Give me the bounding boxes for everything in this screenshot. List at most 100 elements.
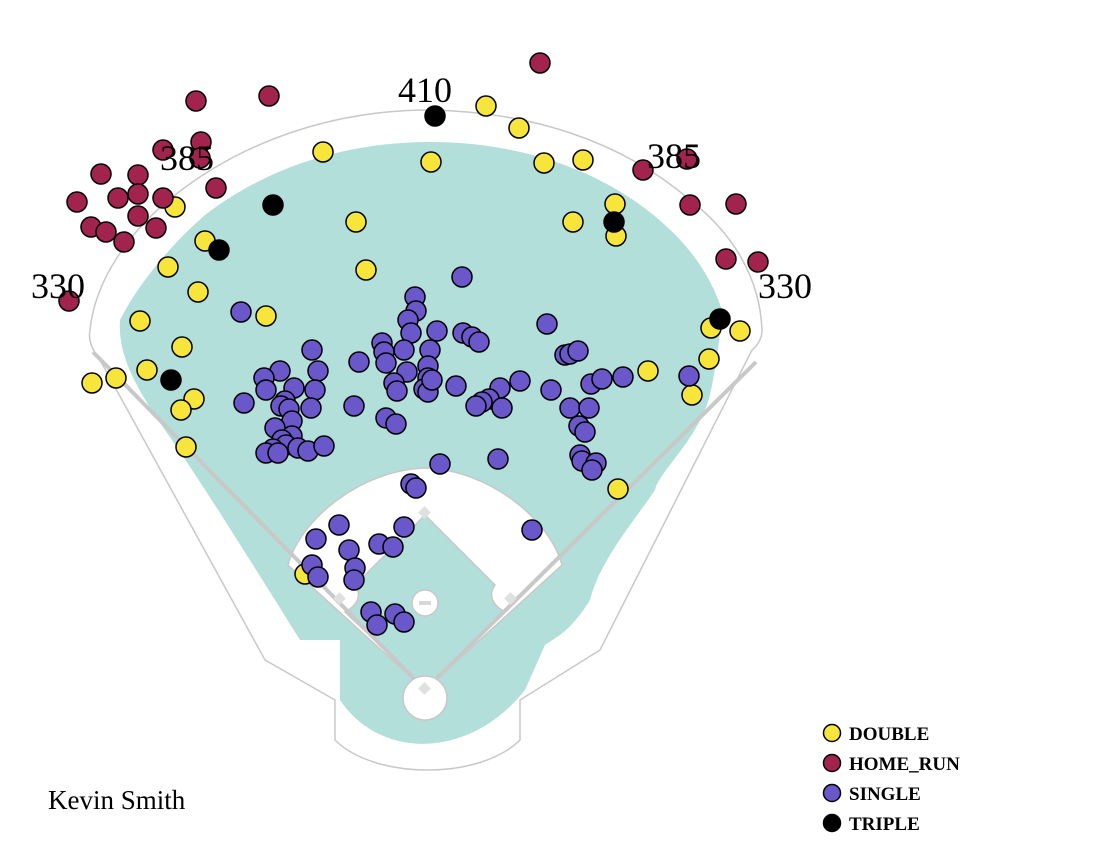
hit-point-single <box>301 339 323 361</box>
hit-point-home-run <box>189 147 211 169</box>
hit-point-home-run <box>185 90 207 112</box>
hit-point-single <box>386 380 408 402</box>
hit-point-single <box>300 397 322 419</box>
hit-point-double <box>170 399 192 421</box>
hit-point-double <box>681 384 703 406</box>
hit-point-triple <box>208 239 230 261</box>
legend-marker-triple <box>822 813 842 833</box>
hit-point-single <box>304 379 326 401</box>
hit-point-single <box>591 368 613 390</box>
hit-point-double <box>187 281 209 303</box>
hit-point-single <box>426 320 448 342</box>
hit-point-single <box>307 360 329 382</box>
hit-point-double <box>345 211 367 233</box>
player-name: Kevin Smith <box>48 785 186 815</box>
hit-point-single <box>338 539 360 561</box>
hit-point-double <box>533 152 555 174</box>
legend: DOUBLE HOME_RUN SINGLE TRIPLE <box>822 723 960 835</box>
hit-point-single <box>233 392 255 414</box>
hit-point-double <box>420 151 442 173</box>
hit-point-home-run <box>66 191 88 213</box>
legend-marker-double <box>822 723 842 743</box>
hit-point-home-run <box>113 231 135 253</box>
foul-line-left <box>91 350 427 692</box>
hit-point-double <box>475 95 497 117</box>
hit-point-home-run <box>632 159 654 181</box>
hit-point-home-run <box>205 177 227 199</box>
hit-point-single <box>429 453 451 475</box>
hit-point-single <box>465 395 487 417</box>
hit-point-single <box>348 351 370 373</box>
hit-point-home-run <box>679 194 701 216</box>
hit-point-home-run <box>676 148 698 170</box>
hit-point-single <box>509 370 531 392</box>
hit-point-home-run <box>90 163 112 185</box>
hit-point-single <box>536 313 558 335</box>
hit-point-single <box>540 379 562 401</box>
distance-label-right-line: 330 <box>758 266 812 306</box>
hit-point-triple <box>603 211 625 233</box>
hit-point-home-run <box>747 251 769 273</box>
hit-point-single <box>574 421 596 443</box>
hit-point-single <box>255 379 277 401</box>
hit-point-single <box>521 519 543 541</box>
hit-point-single <box>267 442 289 464</box>
hit-point-single <box>405 477 427 499</box>
hit-point-home-run <box>127 164 149 186</box>
legend-label-triple: TRIPLE <box>849 814 920 835</box>
hit-point-home-run <box>145 217 167 239</box>
hit-point-home-run <box>95 221 117 243</box>
distance-label-left-center: 385 <box>160 138 214 178</box>
hit-point-home-run <box>152 139 174 161</box>
hit-point-home-run <box>715 248 737 270</box>
hit-point-double <box>562 211 584 233</box>
hit-point-single <box>578 397 600 419</box>
hit-point-single <box>612 366 634 388</box>
distance-labels: 330 385 410 385 330 <box>31 70 812 306</box>
hit-point-home-run <box>529 52 551 74</box>
hit-point-single <box>313 435 335 457</box>
hit-point-single <box>375 352 397 374</box>
distance-label-right-center: 385 <box>647 136 701 176</box>
hit-point-single <box>487 448 509 470</box>
hit-point-double <box>171 336 193 358</box>
hit-point-home-run <box>127 183 149 205</box>
hit-point-single <box>385 413 407 435</box>
legend-label-home-run: HOME_RUN <box>849 754 960 775</box>
hit-point-triple <box>262 194 284 216</box>
hit-point-double <box>508 117 530 139</box>
pitching-rubber <box>419 601 431 605</box>
hit-point-single <box>581 459 603 481</box>
legend-label-single: SINGLE <box>849 784 921 805</box>
hit-point-double <box>698 348 720 370</box>
hit-point-home-run <box>725 193 747 215</box>
hit-point-single <box>678 365 700 387</box>
hit-point-single <box>230 301 252 323</box>
hit-point-double <box>255 305 277 327</box>
home-plate-circle <box>402 675 448 721</box>
hit-point-double <box>607 478 629 500</box>
distance-label-center: 410 <box>398 70 452 110</box>
hit-point-home-run <box>127 205 149 227</box>
hit-point-single <box>307 566 329 588</box>
grass <box>119 142 723 744</box>
hit-point-double <box>81 372 103 394</box>
hit-point-single <box>393 339 415 361</box>
hit-point-double <box>105 367 127 389</box>
hit-point-home-run <box>152 187 174 209</box>
hit-point-single <box>567 340 589 362</box>
hit-point-double <box>157 256 179 278</box>
hit-point-home-run <box>58 290 80 312</box>
hit-point-single <box>421 369 443 391</box>
legend-marker-single <box>822 783 842 803</box>
foul-line-right <box>423 360 758 692</box>
hit-point-single <box>451 266 473 288</box>
ballpark <box>88 109 763 771</box>
hit-points <box>58 52 769 636</box>
hit-point-home-run <box>107 187 129 209</box>
distance-label-left-line: 330 <box>31 266 85 306</box>
hit-point-double <box>129 310 151 332</box>
hit-point-double <box>604 193 626 215</box>
legend-label-double: DOUBLE <box>849 724 929 745</box>
